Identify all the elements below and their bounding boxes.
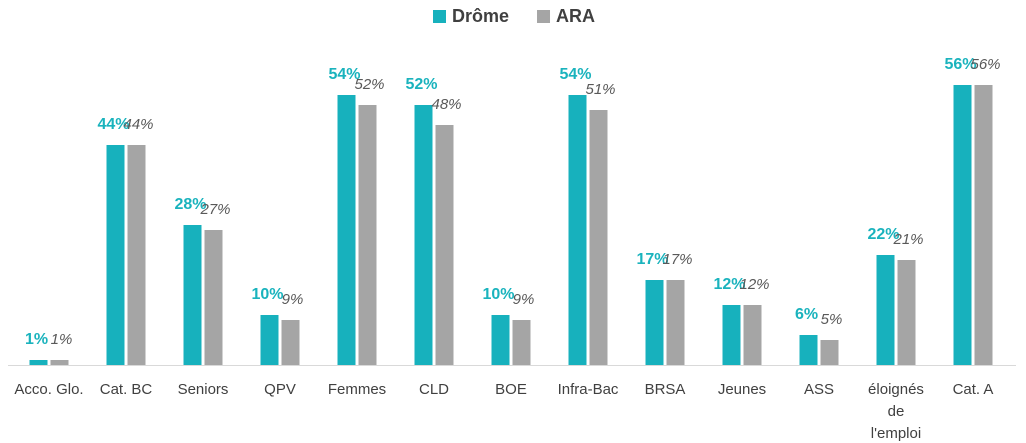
bar bbox=[127, 145, 146, 365]
value-label: 51% bbox=[585, 81, 615, 98]
bar bbox=[106, 145, 125, 365]
value-label: 1% bbox=[51, 331, 73, 348]
value-label: 9% bbox=[513, 291, 535, 308]
bar bbox=[722, 305, 741, 365]
bar bbox=[568, 95, 587, 365]
bar bbox=[337, 95, 356, 365]
bar bbox=[414, 105, 433, 365]
bar bbox=[435, 125, 454, 365]
bar bbox=[820, 340, 839, 365]
legend-label: Drôme bbox=[452, 6, 509, 26]
bar bbox=[799, 335, 818, 365]
x-tick-label: ASS bbox=[804, 381, 834, 398]
bar bbox=[260, 315, 279, 365]
bar bbox=[666, 280, 685, 365]
legend-swatch bbox=[433, 10, 446, 23]
value-label: 5% bbox=[821, 311, 843, 328]
bar bbox=[204, 230, 223, 365]
legend-swatch bbox=[537, 10, 551, 23]
value-label: 54% bbox=[559, 66, 591, 83]
bar bbox=[645, 280, 664, 365]
value-label: 52% bbox=[405, 76, 437, 93]
bar bbox=[743, 305, 762, 365]
value-label: 28% bbox=[174, 196, 206, 213]
x-tick-label: CLD bbox=[419, 381, 449, 398]
value-label: 17% bbox=[636, 251, 668, 268]
x-tick-label: Cat. A bbox=[953, 381, 994, 398]
x-tick-label: Cat. BC bbox=[100, 381, 153, 398]
value-label: 54% bbox=[328, 66, 360, 83]
x-tick-label: BOE bbox=[495, 381, 527, 398]
bar bbox=[953, 85, 972, 365]
value-label: 6% bbox=[795, 306, 818, 323]
bar bbox=[876, 255, 895, 365]
bar bbox=[183, 225, 202, 365]
value-label: 17% bbox=[662, 251, 692, 268]
value-label: 10% bbox=[251, 286, 283, 303]
bar bbox=[897, 260, 916, 365]
value-label: 44% bbox=[123, 116, 153, 133]
x-tick-label: Seniors bbox=[178, 381, 229, 398]
value-label: 21% bbox=[892, 231, 923, 248]
bar bbox=[589, 110, 608, 365]
value-label: 12% bbox=[713, 276, 745, 293]
legend-label: ARA bbox=[556, 6, 595, 26]
bar bbox=[281, 320, 300, 365]
x-tick-label: BRSA bbox=[645, 381, 686, 398]
x-tick-label: éloignés de l'emploi bbox=[868, 381, 924, 442]
bar bbox=[512, 320, 531, 365]
bar bbox=[974, 85, 993, 365]
value-label: 12% bbox=[739, 276, 769, 293]
value-label: 9% bbox=[282, 291, 304, 308]
value-label: 48% bbox=[431, 96, 461, 113]
value-label: 22% bbox=[867, 226, 899, 243]
value-label: 56% bbox=[970, 56, 1000, 73]
x-tick-label: Infra-Bac bbox=[558, 381, 619, 398]
value-label: 10% bbox=[482, 286, 514, 303]
bar bbox=[358, 105, 377, 365]
bar bbox=[50, 360, 69, 365]
bar bbox=[491, 315, 510, 365]
value-label: 1% bbox=[25, 331, 48, 348]
bar bbox=[29, 360, 48, 365]
value-label: 52% bbox=[354, 76, 384, 93]
x-tick-label: Acco. Glo. bbox=[14, 381, 83, 398]
x-tick-label: QPV bbox=[264, 381, 296, 398]
value-label: 56% bbox=[944, 56, 976, 73]
value-label: 27% bbox=[199, 201, 230, 218]
value-label: 44% bbox=[97, 116, 129, 133]
x-tick-label: Femmes bbox=[328, 381, 386, 398]
x-tick-label: Jeunes bbox=[718, 381, 766, 398]
